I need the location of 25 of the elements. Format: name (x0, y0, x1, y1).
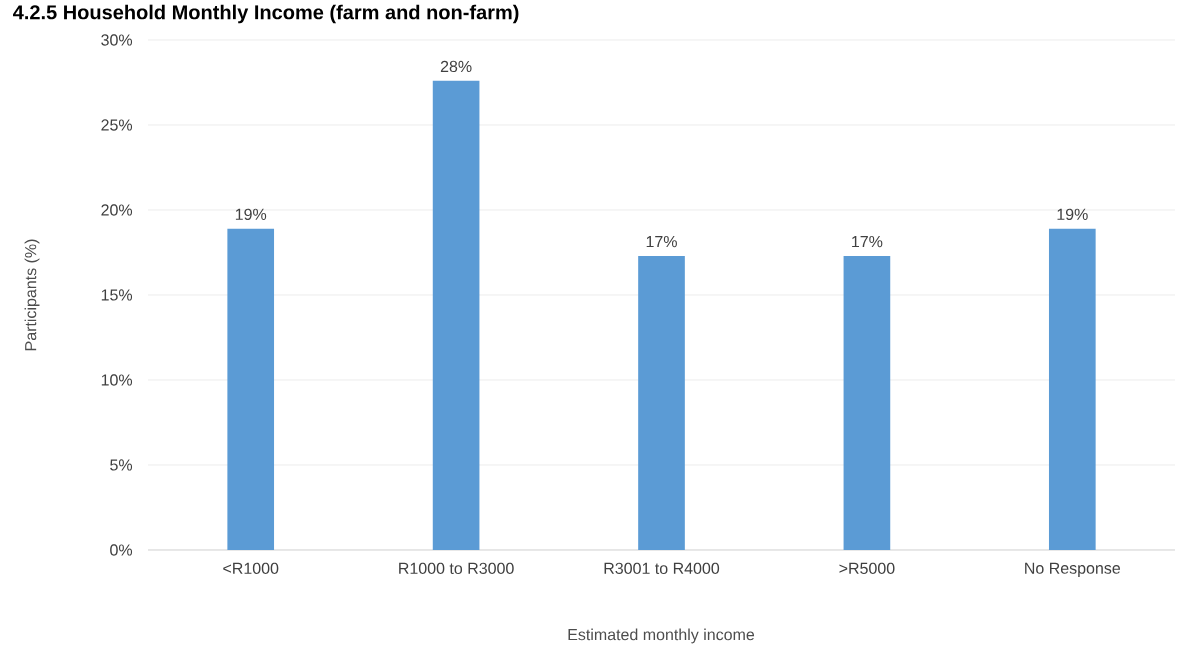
x-tick-label: R3001 to R4000 (604, 562, 720, 575)
bar (638, 255, 685, 550)
bar (227, 228, 275, 550)
bar (843, 255, 891, 550)
x-tick-label: >R5000 (839, 562, 895, 575)
y-tick-label: 0% (110, 544, 133, 556)
y-tick-label: 20% (101, 204, 133, 216)
bar (1048, 228, 1096, 550)
data-label: 17% (852, 235, 883, 248)
x-tick-label: No Response (1025, 562, 1121, 578)
bar (432, 80, 480, 550)
data-label: 19% (235, 208, 267, 220)
y-tick-label: 30% (101, 34, 133, 46)
chart-title: 4.2.5 Household Monthly Income (farm and non-farm) (13, 4, 519, 24)
x-tick-label: <R1000 (223, 562, 279, 575)
y-tick-label: 15% (101, 289, 133, 301)
y-tick-label: 5% (110, 459, 133, 471)
y-tick-label: 25% (101, 119, 133, 131)
data-label: 17% (646, 235, 677, 248)
x-axis-title: Estimated monthly income (568, 628, 755, 644)
x-tick-label: R1000 to R3000 (399, 562, 514, 575)
y-axis-title: Participants (%) (24, 239, 40, 351)
data-label: 19% (1057, 208, 1088, 220)
y-tick-label: 10% (101, 374, 133, 386)
data-label: 28% (440, 60, 472, 73)
